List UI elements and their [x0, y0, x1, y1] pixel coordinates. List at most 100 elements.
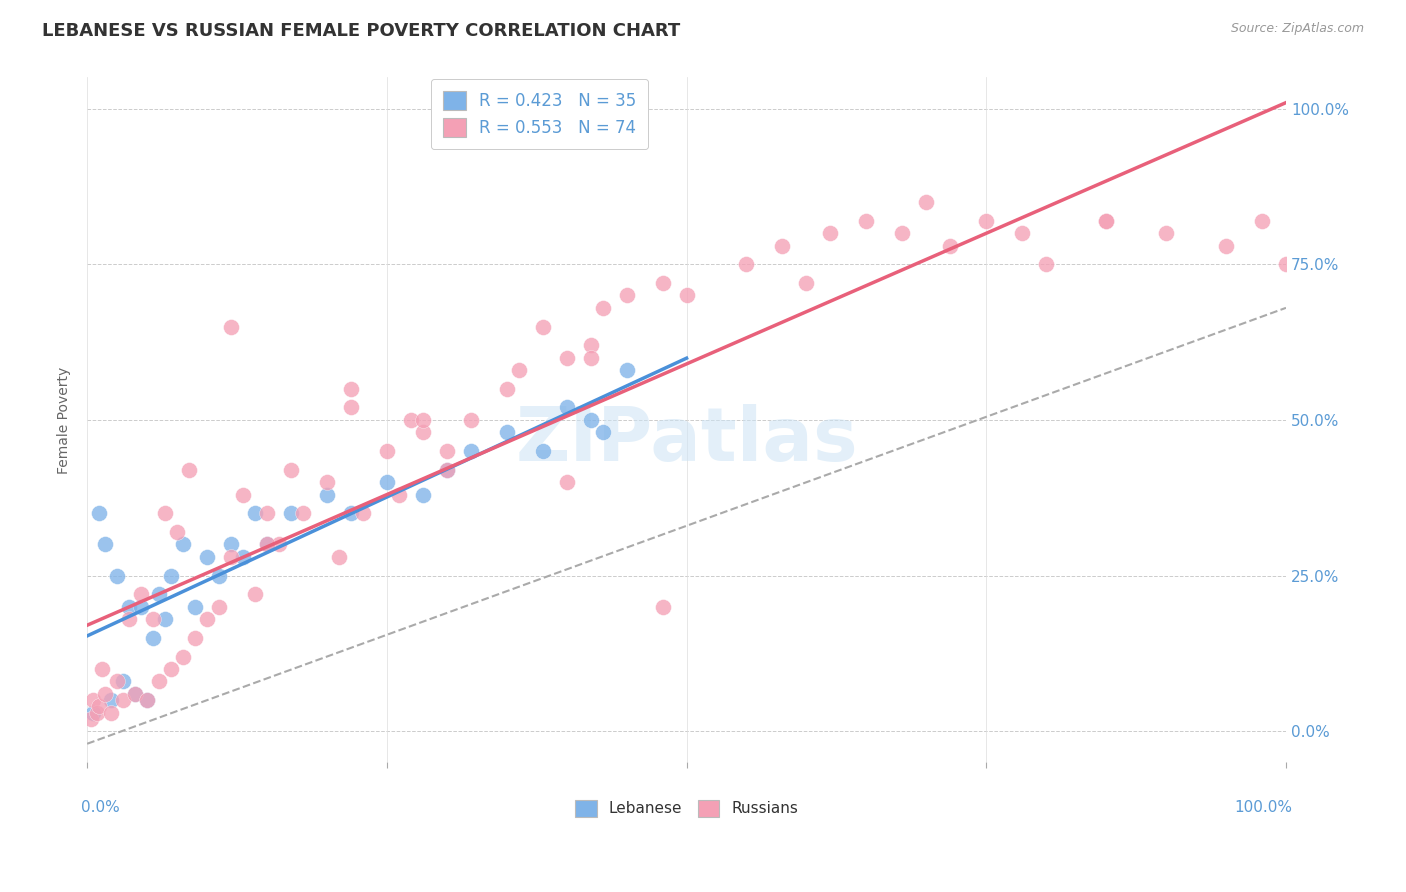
Point [195, 612, 218, 626]
Point [375, 475, 398, 490]
Point [495, 382, 517, 396]
Point [592, 301, 614, 315]
Point [89, 506, 111, 520]
Point [94, 687, 117, 701]
Point [184, 631, 207, 645]
Point [160, 662, 183, 676]
Point [177, 463, 200, 477]
Point [579, 351, 602, 365]
Point [243, 506, 266, 520]
Point [939, 238, 962, 252]
Point [772, 238, 794, 252]
Point [1154, 226, 1177, 240]
Point [136, 693, 159, 707]
Point [820, 226, 842, 240]
Point [316, 488, 339, 502]
Point [256, 537, 278, 551]
Point [555, 401, 578, 415]
Point [148, 674, 170, 689]
Point [340, 401, 363, 415]
Point [172, 649, 194, 664]
Point [153, 506, 176, 520]
Point [243, 587, 266, 601]
Point [436, 463, 458, 477]
Point [495, 425, 517, 440]
Point [118, 599, 141, 614]
Point [891, 226, 914, 240]
Point [166, 524, 188, 539]
Point [256, 506, 278, 520]
Point [388, 488, 411, 502]
Point [855, 213, 877, 227]
Point [675, 288, 697, 302]
Point [112, 674, 135, 689]
Point [592, 425, 614, 440]
Point [256, 537, 278, 551]
Point [651, 276, 673, 290]
Point [195, 549, 218, 564]
Point [328, 549, 350, 564]
Point [436, 444, 458, 458]
Point [579, 338, 602, 352]
Point [651, 599, 673, 614]
Point [184, 599, 207, 614]
Text: 100.0%: 100.0% [1234, 800, 1292, 815]
Y-axis label: Female Poverty: Female Poverty [58, 367, 72, 474]
Point [974, 213, 997, 227]
Point [232, 488, 254, 502]
Point [94, 537, 117, 551]
Point [460, 444, 482, 458]
Point [100, 693, 122, 707]
Point [735, 257, 758, 271]
Text: LEBANESE VS RUSSIAN FEMALE POVERTY CORRELATION CHART: LEBANESE VS RUSSIAN FEMALE POVERTY CORRE… [42, 22, 681, 40]
Text: 0.0%: 0.0% [82, 800, 120, 815]
Point [616, 363, 638, 377]
Point [100, 706, 122, 720]
Point [82, 706, 104, 720]
Point [915, 194, 938, 209]
Point [105, 674, 128, 689]
Text: ZIPatlas: ZIPatlas [515, 404, 858, 477]
Point [124, 687, 146, 701]
Point [148, 587, 170, 601]
Point [508, 363, 530, 377]
Point [232, 549, 254, 564]
Point [412, 413, 434, 427]
Point [280, 463, 302, 477]
Point [316, 475, 339, 490]
Point [1035, 257, 1057, 271]
Point [460, 413, 482, 427]
Point [90, 662, 112, 676]
Point [129, 587, 152, 601]
Point [219, 319, 242, 334]
Point [136, 693, 159, 707]
Point [118, 612, 141, 626]
Point [375, 444, 398, 458]
Point [340, 382, 363, 396]
Point [579, 413, 602, 427]
Point [86, 706, 108, 720]
Text: Source: ZipAtlas.com: Source: ZipAtlas.com [1230, 22, 1364, 36]
Point [105, 568, 128, 582]
Point [172, 537, 194, 551]
Point [340, 506, 363, 520]
Point [208, 568, 231, 582]
Point [412, 425, 434, 440]
Point [531, 319, 554, 334]
Point [267, 537, 290, 551]
Point [89, 699, 111, 714]
Point [160, 568, 183, 582]
Point [112, 693, 135, 707]
Point [280, 506, 302, 520]
Point [129, 599, 152, 614]
Point [80, 712, 103, 726]
Point [399, 413, 422, 427]
Point [616, 288, 638, 302]
Point [291, 506, 314, 520]
Point [352, 506, 374, 520]
Point [1095, 213, 1118, 227]
Point [153, 612, 176, 626]
Legend: Lebanese, Russians: Lebanese, Russians [569, 793, 804, 823]
Point [142, 612, 165, 626]
Point [1251, 213, 1274, 227]
